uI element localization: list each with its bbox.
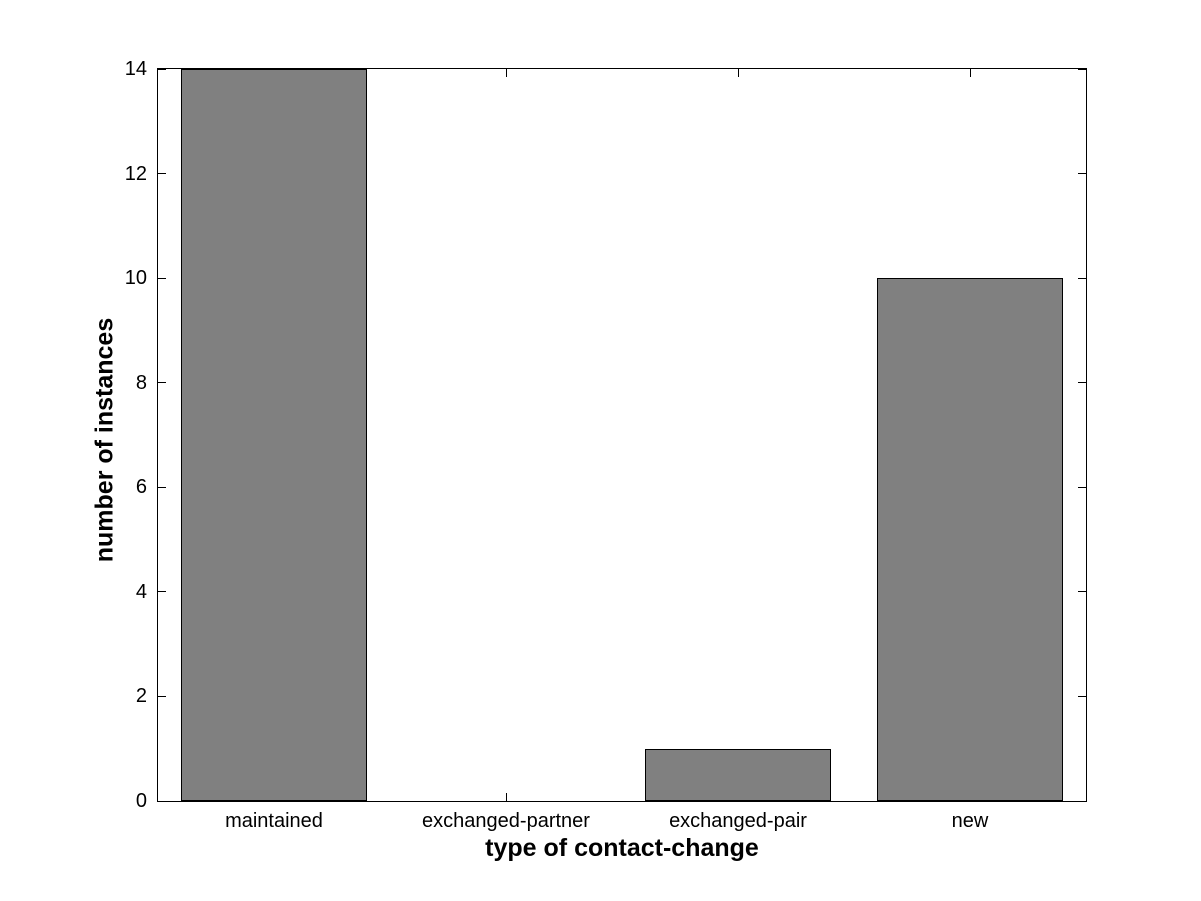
plot-area	[157, 68, 1087, 802]
y-tick-mark	[158, 591, 166, 593]
y-tick-mark	[158, 277, 166, 279]
y-tick-label: 8	[135, 371, 147, 394]
bar-maintained	[181, 69, 367, 801]
y-tick-label: 10	[124, 267, 147, 290]
y-tick-mark	[158, 382, 166, 384]
y-tick-label: 6	[135, 476, 147, 499]
y-tick-label: 4	[135, 580, 147, 603]
y-tick-label: 2	[135, 685, 147, 708]
x-tick-mark	[505, 69, 507, 77]
y-tick-mark	[158, 695, 166, 697]
bar-new	[877, 278, 1063, 801]
y-tick-mark	[1078, 68, 1086, 70]
x-tick-label: exchanged-partner	[422, 810, 590, 832]
y-tick-mark	[158, 68, 166, 70]
y-tick-mark	[1078, 695, 1086, 697]
y-tick-mark	[158, 800, 166, 802]
y-tick-mark	[1078, 382, 1086, 384]
y-tick-mark	[1078, 800, 1086, 802]
y-axis-title: number of instances	[90, 317, 119, 563]
y-tick-label: 12	[124, 162, 147, 185]
x-tick-mark	[505, 793, 507, 801]
y-tick-mark	[1078, 173, 1086, 175]
y-tick-mark	[1078, 486, 1086, 488]
bar-exchanged-pair	[645, 748, 831, 801]
y-tick-label: 0	[135, 790, 147, 812]
y-tick-mark	[158, 173, 166, 175]
x-axis-title: type of contact-change	[485, 834, 759, 862]
y-tick-mark	[158, 486, 166, 488]
x-tick-label: exchanged-pair	[669, 810, 807, 832]
y-tick-mark	[1078, 277, 1086, 279]
y-tick-label: 14	[124, 58, 147, 80]
y-tick-mark	[1078, 591, 1086, 593]
x-tick-label: new	[951, 810, 989, 832]
x-tick-mark	[969, 69, 971, 77]
x-tick-label: maintained	[225, 810, 323, 832]
x-tick-mark	[737, 69, 739, 77]
